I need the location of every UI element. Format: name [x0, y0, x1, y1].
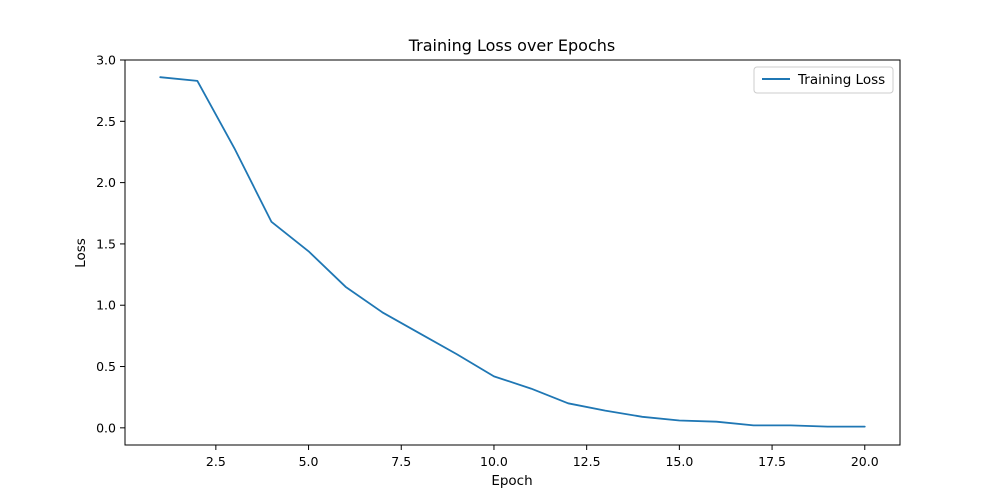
y-axis-label: Loss [73, 238, 89, 268]
x-tick-label: 2.5 [206, 454, 226, 469]
series-line-training-loss [159, 76, 866, 428]
y-tick-label: 0.5 [96, 359, 116, 374]
legend-box [753, 66, 894, 94]
x-tick-label: 17.5 [758, 454, 786, 469]
legend-label: Training Loss [797, 72, 885, 88]
x-tick-label: 20.0 [851, 454, 879, 469]
y-tick-label: 2.0 [96, 175, 116, 190]
axes-frame [124, 59, 901, 446]
x-axis-ticks: 2.5 5.0 7.5 10.0 12.5 15.0 17.5 20.0 [206, 445, 879, 469]
chart-title: Training Loss over Epochs [408, 36, 616, 55]
x-tick-label: 7.5 [391, 454, 411, 469]
x-tick-label: 12.5 [573, 454, 601, 469]
x-tick-label: 5.0 [299, 454, 319, 469]
y-tick-label: 0.0 [96, 420, 116, 435]
plot-area: 2.5 5.0 7.5 10.0 12.5 15.0 17.5 20.0 0.0 0.5 1.0 1… [96, 53, 901, 469]
legend: Training Loss [753, 66, 894, 94]
x-tick-label: 15.0 [665, 454, 693, 469]
y-axis-ticks: 0.0 0.5 1.0 1.5 2.0 2.5 3.0 [96, 53, 125, 435]
y-tick-label: 1.0 [96, 298, 116, 313]
y-tick-label: 2.5 [96, 114, 116, 129]
x-tick-label: 10.0 [480, 454, 508, 469]
y-tick-label: 1.5 [96, 236, 116, 251]
x-axis-label: Epoch [491, 473, 532, 489]
y-tick-label: 3.0 [96, 53, 116, 68]
series-layer [159, 76, 866, 428]
